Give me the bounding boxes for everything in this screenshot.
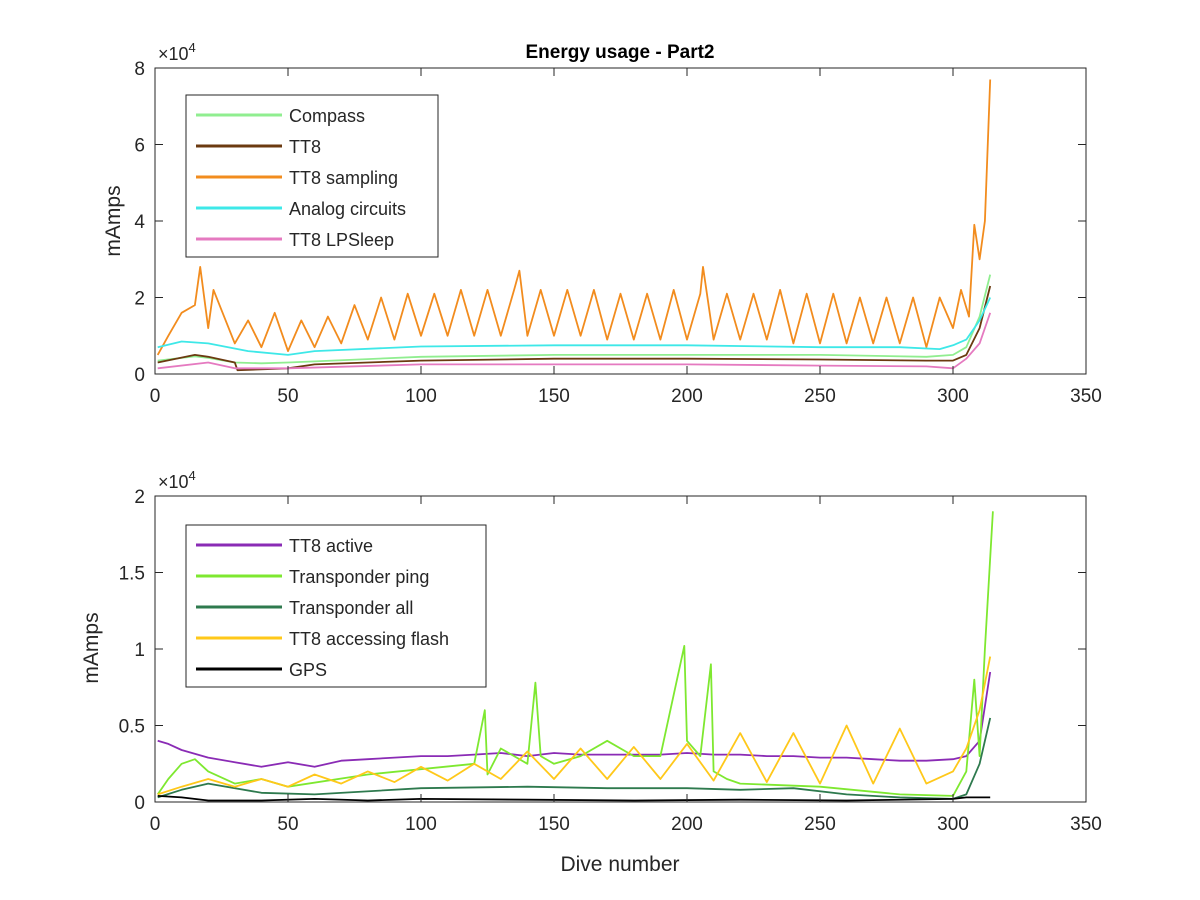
top-x-tick-label: 350 xyxy=(1070,386,1102,407)
bottom-y-tick-label: 2 xyxy=(134,487,145,508)
top-x-tick-label: 200 xyxy=(671,386,703,407)
bottom-y-axis-label: mAmps xyxy=(80,612,103,683)
top-y-exponent-power: 4 xyxy=(189,40,196,55)
top-series-line-tt8-sampling xyxy=(156,79,992,356)
bottom-x-tick-label: 250 xyxy=(804,814,836,835)
top-axes: Energy usage - Part2 ×104 mAmps 0 50 100 15… xyxy=(102,40,1102,407)
top-y-axis-label: mAmps xyxy=(102,185,125,256)
top-y-tick-label: 6 xyxy=(134,136,145,157)
bottom-series-line-tt8-accessing-flash xyxy=(157,656,992,796)
bottom-legend-label: TT8 active xyxy=(289,536,373,556)
bottom-y-tick-label: 1 xyxy=(134,640,145,661)
top-x-tick-label: 300 xyxy=(937,386,969,407)
top-x-tick-label: 50 xyxy=(277,386,298,407)
bottom-series-group xyxy=(156,511,994,802)
bottom-y-tick-label: 0 xyxy=(134,793,145,814)
bottom-legend: TT8 active Transponder ping Transponder al… xyxy=(185,524,487,688)
bottom-legend-label: GPS xyxy=(289,660,327,680)
bottom-y-exponent: ×104 xyxy=(158,468,196,492)
bottom-x-tick-label: 0 xyxy=(150,814,161,835)
top-series-line-tt8-lpsleep xyxy=(157,312,992,370)
top-y-exponent-base: ×10 xyxy=(158,44,189,64)
top-legend-label: Analog circuits xyxy=(289,199,406,219)
bottom-x-tick-label: 200 xyxy=(671,814,703,835)
top-x-tick-label: 150 xyxy=(538,386,570,407)
bottom-x-tick-label: 100 xyxy=(405,814,437,835)
bottom-y-tick-label: 1.5 xyxy=(119,564,145,585)
top-series-line-analog-circuits xyxy=(157,297,992,356)
bottom-y-tick-label: 0.5 xyxy=(119,717,145,738)
top-series-group xyxy=(156,79,992,372)
top-y-tick-label: 8 xyxy=(134,59,145,80)
top-y-tick-label: 0 xyxy=(134,365,145,386)
bottom-series-line-tt8-active xyxy=(157,671,992,768)
bottom-legend-label: Transponder all xyxy=(289,598,413,618)
top-legend-label: TT8 LPSleep xyxy=(289,230,394,250)
top-legend-label: TT8 sampling xyxy=(289,168,398,188)
top-legend-label: Compass xyxy=(289,106,365,126)
bottom-legend-label: Transponder ping xyxy=(289,567,429,587)
bottom-axes: ×104 mAmps Dive number 0 50 100 150 200 250 30… xyxy=(80,468,1102,876)
top-chart-title: Energy usage - Part2 xyxy=(525,42,714,63)
top-y-exponent: ×104 xyxy=(158,40,196,64)
bottom-y-exponent-power: 4 xyxy=(189,468,196,483)
top-legend-label: TT8 xyxy=(289,137,321,157)
bottom-x-tick-label: 150 xyxy=(538,814,570,835)
bottom-x-tick-label: 50 xyxy=(277,814,298,835)
top-x-tick-label: 250 xyxy=(804,386,836,407)
bottom-series-line-gps xyxy=(157,795,991,802)
bottom-legend-label: TT8 accessing flash xyxy=(289,629,449,649)
top-x-tick-label: 0 xyxy=(150,386,161,407)
top-y-tick-label: 4 xyxy=(134,212,145,233)
top-y-tick-label: 2 xyxy=(134,289,145,310)
bottom-x-tick-label: 350 xyxy=(1070,814,1102,835)
top-x-tick-label: 100 xyxy=(405,386,437,407)
bottom-y-exponent-base: ×10 xyxy=(158,472,189,492)
bottom-x-tick-label: 300 xyxy=(937,814,969,835)
top-series-line-tt8 xyxy=(157,285,992,372)
bottom-x-axis-label: Dive number xyxy=(560,853,679,876)
top-legend: Compass TT8 TT8 sampling Analog circuits TT8… xyxy=(185,94,439,258)
